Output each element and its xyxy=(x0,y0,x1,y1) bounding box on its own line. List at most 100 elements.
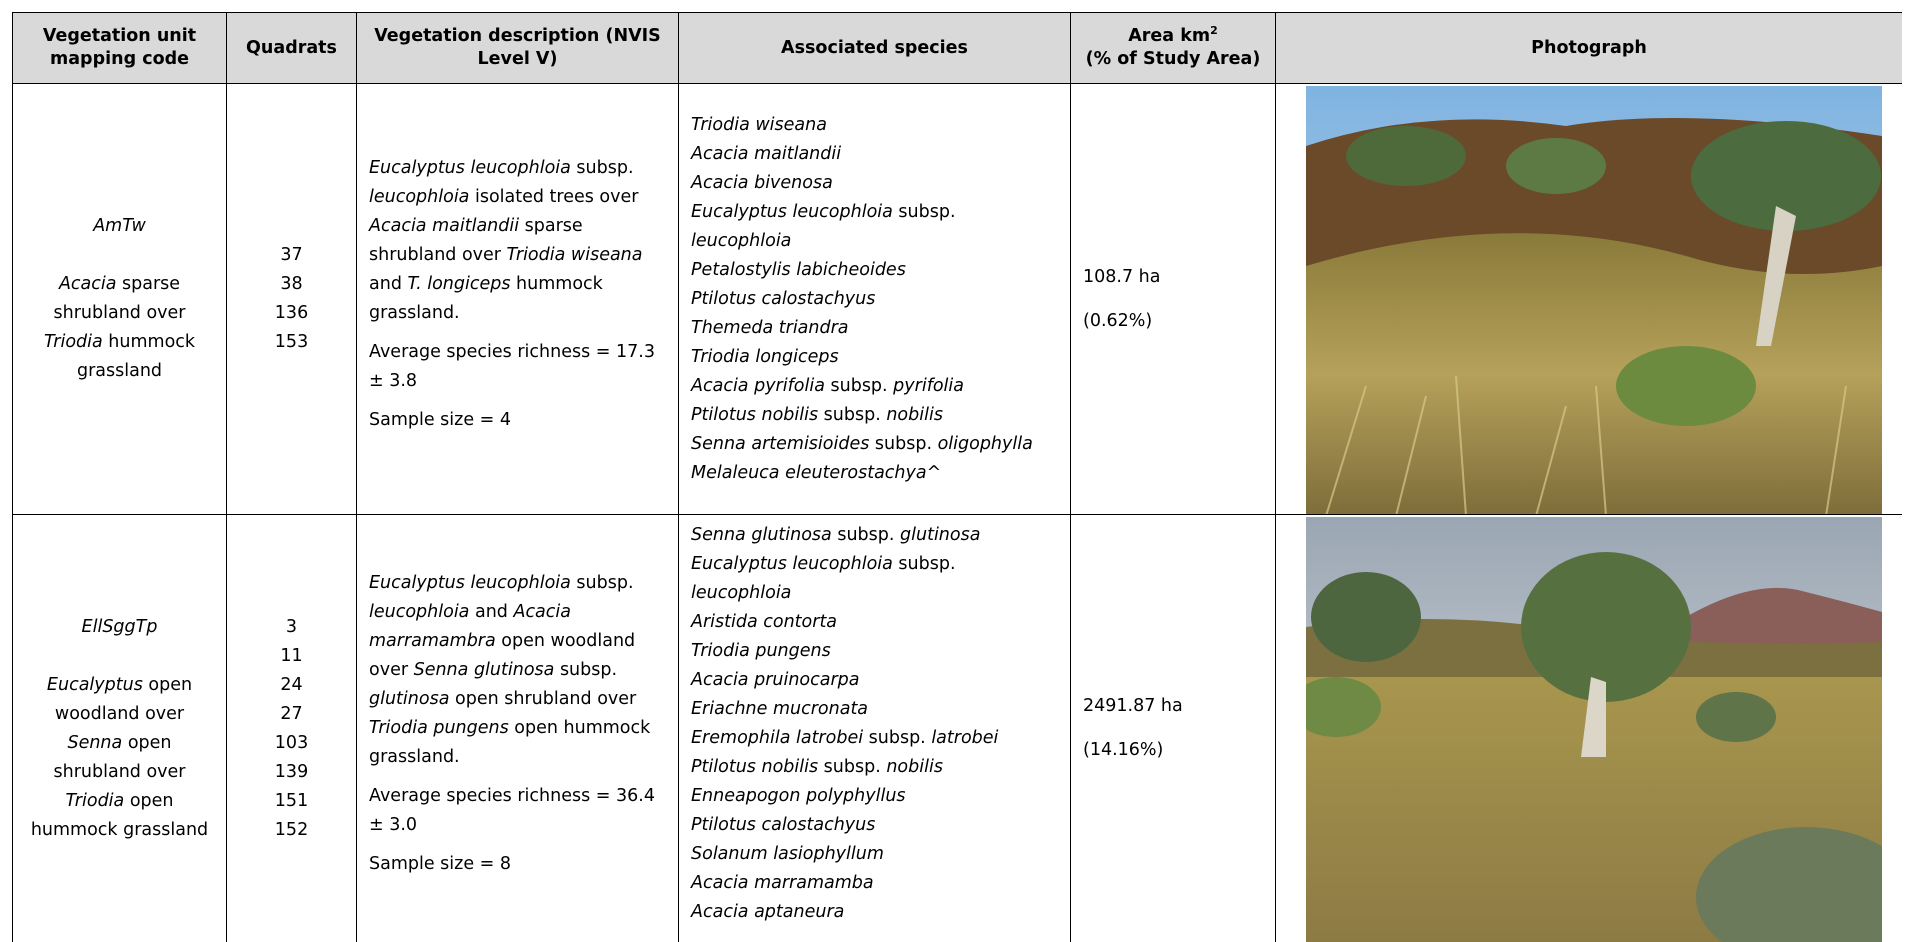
header-cell: Photograph xyxy=(1276,13,1902,84)
text-run: subsp. xyxy=(831,525,901,545)
code-cell: EllSggTp Eucalyptus open woodland over Se… xyxy=(13,515,227,942)
species-item: Triodia pungens xyxy=(691,637,1058,666)
italic-run: Ptilotus calostachyus xyxy=(691,288,876,309)
description-paragraph: Sample size = 4 xyxy=(369,406,666,435)
quadrat: 152 xyxy=(274,819,309,840)
unit-name: Eucalyptus open woodland over Senna open… xyxy=(25,671,214,845)
spacer xyxy=(1083,292,1263,307)
spacer xyxy=(1083,721,1263,736)
italic-run: Eucalyptus leucophloia xyxy=(369,572,571,593)
italic-run: Acacia marramamba xyxy=(691,873,874,893)
italic-run: Eucalyptus leucophloia xyxy=(691,201,893,222)
percent: (0.62%) xyxy=(1083,310,1153,331)
species-item: Eriachne mucronata xyxy=(691,695,1058,724)
quadrat: 38 xyxy=(280,274,303,294)
species-item: Eucalyptus leucophloia subsp. leucophloi… xyxy=(691,550,1058,608)
description-paragraph: Average species richness = 36.4 ± 3.0 xyxy=(369,782,666,840)
text-run: subsp. xyxy=(863,728,932,748)
spacer xyxy=(25,241,214,270)
species-item: Aristida contorta xyxy=(691,608,1058,637)
text-run: open hummock grassland. xyxy=(369,717,651,767)
spacer xyxy=(25,642,214,671)
header-cell: Area km2 (% of Study Area) xyxy=(1071,13,1276,84)
italic-run: Eriachne mucronata xyxy=(691,699,869,719)
italic-run: Eucalyptus xyxy=(46,674,143,695)
text-run: isolated trees over xyxy=(469,186,639,207)
species-item: Triodia wiseana xyxy=(691,111,1058,140)
species-item: Eremophila latrobei subsp. latrobei xyxy=(691,724,1058,753)
italic-run: leucophloia xyxy=(691,583,792,603)
text-run: open hummock grassland xyxy=(30,790,209,840)
text-run: open woodland over xyxy=(369,630,636,680)
italic-run: leucophloia xyxy=(691,230,792,251)
code-line: AmTw xyxy=(25,212,214,241)
header-text: Area km2 xyxy=(1083,25,1263,48)
quadrat: 103 xyxy=(274,732,309,753)
species-item: Enneapogon polyphyllus xyxy=(691,782,1058,811)
species-item: Ptilotus nobilis subsp. nobilis xyxy=(691,401,1058,430)
area-cell: 2491.87 ha (14.16%) xyxy=(1071,515,1276,942)
italic-run: Ptilotus calostachyus xyxy=(691,815,876,835)
italic-run: Acacia xyxy=(58,274,117,294)
species-item: Senna glutinosa subsp. glutinosa xyxy=(691,521,1058,550)
italic-run: Acacia maitlandii xyxy=(369,215,520,236)
quadrat: 27 xyxy=(280,703,303,724)
species-item: Acacia pruinocarpa xyxy=(691,666,1058,695)
species-item: Ptilotus nobilis subsp. nobilis xyxy=(691,753,1058,782)
italic-run: Ptilotus nobilis xyxy=(691,404,819,425)
italic-run: Acacia bivenosa xyxy=(691,172,833,193)
text-run: subsp. xyxy=(818,404,887,425)
code-line: EllSggTp xyxy=(25,613,214,642)
species-item: Acacia pyrifolia subsp. pyrifolia xyxy=(691,372,1058,401)
header-cell: Associated species xyxy=(679,13,1071,84)
text-run: Average species richness = 36.4 ± 3.0 xyxy=(369,785,655,835)
vegetation-table: Vegetation unit mapping code Quadrats Vege… xyxy=(12,12,1902,942)
description-cell: Eucalyptus leucophloia subsp. leucophloi… xyxy=(357,515,679,942)
text-run: open woodland over xyxy=(54,674,193,724)
italic-run: Senna xyxy=(67,732,123,753)
quadrat: 151 xyxy=(274,790,309,811)
italic-run: Triodia pungens xyxy=(369,717,509,738)
header-cell: Vegetation description (NVIS Level V) xyxy=(357,13,679,84)
text-run: and xyxy=(369,273,408,294)
text-run: Sample size = 8 xyxy=(369,853,512,874)
italic-run: Triodia xyxy=(43,332,103,352)
photo-cell xyxy=(1276,84,1902,515)
italic-run: Triodia wiseana xyxy=(691,114,827,135)
text-run: subsp. xyxy=(869,433,938,454)
species-cell: Triodia wiseana Acacia maitlandii Acacia b… xyxy=(679,84,1071,515)
photo-cell xyxy=(1276,515,1902,942)
text-run: Sample size = 4 xyxy=(369,409,512,430)
italic-run: Eucalyptus leucophloia xyxy=(691,554,893,574)
header-cell: Vegetation unit mapping code xyxy=(13,13,227,84)
italic-run: leucophloia xyxy=(369,601,470,622)
text-run: hummock grassland xyxy=(76,332,196,381)
header-text: Quadrats xyxy=(246,37,337,58)
quadrats-cell: 3 11 24 27 103 139 151 152 xyxy=(227,515,357,942)
text-run: open shrubland over xyxy=(53,732,186,782)
italic-run: leucophloia xyxy=(369,186,470,207)
italic-run: Ptilotus nobilis xyxy=(691,757,819,777)
italic-run: T. longiceps xyxy=(407,273,511,294)
italic-run: glutinosa xyxy=(369,688,450,709)
italic-run: oligophylla xyxy=(937,433,1033,454)
quadrat: 139 xyxy=(274,761,309,782)
unit-code: AmTw xyxy=(93,216,146,236)
italic-run: Senna glutinosa xyxy=(413,659,555,680)
italic-run: Triodia xyxy=(65,790,125,811)
description-paragraph: Sample size = 8 xyxy=(369,850,666,879)
header-cell: Quadrats xyxy=(227,13,357,84)
italic-run: Eucalyptus leucophloia xyxy=(369,157,571,178)
text-run: open shrubland over xyxy=(449,688,637,709)
superscript: 2 xyxy=(1210,24,1218,38)
description-paragraph: Eucalyptus leucophloia subsp. leucophloi… xyxy=(369,569,666,772)
text-run: and xyxy=(469,601,514,622)
species-item: Themeda triandra xyxy=(691,314,1058,343)
species-cell: Senna glutinosa subsp. glutinosa Eucalypt… xyxy=(679,515,1071,942)
text-run: subsp. xyxy=(892,201,956,222)
italic-run: Triodia wiseana xyxy=(506,244,643,265)
text-run: subsp. xyxy=(818,757,887,777)
species-item: Solanum lasiophyllum xyxy=(691,840,1058,869)
species-item: Melaleuca eleuterostachya^ xyxy=(691,459,1058,488)
